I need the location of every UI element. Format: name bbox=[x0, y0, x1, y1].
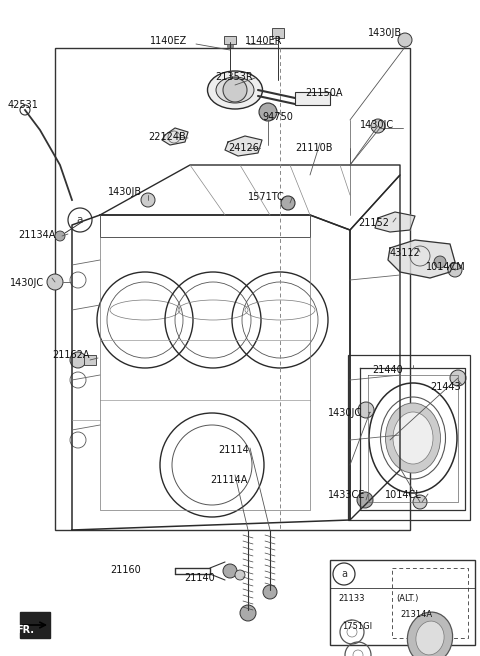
Circle shape bbox=[450, 370, 466, 386]
Text: a: a bbox=[341, 569, 347, 579]
Bar bbox=[348, 355, 470, 520]
Bar bbox=[55, 48, 410, 530]
Text: a: a bbox=[77, 215, 83, 225]
Text: 1430JC: 1430JC bbox=[328, 408, 362, 418]
Text: 21440: 21440 bbox=[372, 365, 403, 375]
Text: 21114A: 21114A bbox=[210, 475, 247, 485]
Ellipse shape bbox=[416, 621, 444, 655]
Circle shape bbox=[413, 495, 427, 509]
Circle shape bbox=[259, 103, 277, 121]
Text: 21443: 21443 bbox=[430, 382, 461, 392]
Text: 21162A: 21162A bbox=[52, 350, 89, 360]
Text: (ALT.): (ALT.) bbox=[396, 594, 419, 603]
Polygon shape bbox=[225, 136, 262, 156]
Circle shape bbox=[141, 193, 155, 207]
Text: 21160: 21160 bbox=[110, 565, 141, 575]
Circle shape bbox=[240, 605, 256, 621]
Text: 1571TC: 1571TC bbox=[248, 192, 285, 202]
Bar bbox=[224, 36, 236, 44]
Text: 1014CL: 1014CL bbox=[385, 490, 422, 500]
Ellipse shape bbox=[393, 412, 433, 464]
Text: FR.: FR. bbox=[16, 625, 34, 635]
Text: 1430JC: 1430JC bbox=[10, 278, 44, 288]
Text: 1430JC: 1430JC bbox=[360, 120, 394, 130]
Bar bbox=[84, 355, 96, 365]
Text: 1140ER: 1140ER bbox=[245, 36, 283, 46]
Text: 21134A: 21134A bbox=[18, 230, 55, 240]
Text: 1433CE: 1433CE bbox=[328, 490, 365, 500]
Text: 21314A: 21314A bbox=[400, 610, 432, 619]
Polygon shape bbox=[20, 612, 50, 638]
Circle shape bbox=[70, 352, 86, 368]
Bar bbox=[272, 28, 284, 38]
Text: 21152: 21152 bbox=[358, 218, 389, 228]
Text: 1751GI: 1751GI bbox=[342, 622, 372, 631]
Circle shape bbox=[448, 263, 462, 277]
Text: 1014CM: 1014CM bbox=[426, 262, 466, 272]
Circle shape bbox=[371, 119, 385, 133]
Text: 21133: 21133 bbox=[338, 594, 364, 603]
Polygon shape bbox=[375, 212, 415, 232]
Circle shape bbox=[358, 402, 374, 418]
Text: 22124B: 22124B bbox=[148, 132, 186, 142]
Bar bbox=[392, 568, 468, 638]
Text: 21353R: 21353R bbox=[215, 72, 253, 82]
Text: 1140EZ: 1140EZ bbox=[150, 36, 187, 46]
Text: 21140: 21140 bbox=[184, 573, 215, 583]
Circle shape bbox=[223, 78, 247, 102]
Ellipse shape bbox=[216, 77, 254, 103]
Polygon shape bbox=[388, 240, 455, 278]
Bar bbox=[295, 92, 330, 105]
Text: 21150A: 21150A bbox=[305, 88, 343, 98]
Ellipse shape bbox=[385, 403, 441, 473]
Circle shape bbox=[357, 492, 373, 508]
Circle shape bbox=[47, 274, 63, 290]
Text: 1430JB: 1430JB bbox=[368, 28, 402, 38]
Circle shape bbox=[398, 33, 412, 47]
Circle shape bbox=[55, 231, 65, 241]
Ellipse shape bbox=[207, 71, 263, 109]
Circle shape bbox=[263, 585, 277, 599]
Polygon shape bbox=[162, 128, 188, 145]
Text: 1430JB: 1430JB bbox=[108, 187, 142, 197]
Circle shape bbox=[235, 570, 245, 580]
Text: 21114: 21114 bbox=[218, 445, 249, 455]
Circle shape bbox=[434, 256, 446, 268]
Bar bbox=[227, 44, 233, 47]
Ellipse shape bbox=[408, 612, 453, 656]
Text: 43112: 43112 bbox=[390, 248, 421, 258]
Circle shape bbox=[223, 564, 237, 578]
Circle shape bbox=[281, 196, 295, 210]
Text: 21110B: 21110B bbox=[295, 143, 333, 153]
Bar bbox=[330, 560, 475, 645]
Text: 24126: 24126 bbox=[228, 143, 259, 153]
Text: 94750: 94750 bbox=[262, 112, 293, 122]
Text: 42531: 42531 bbox=[8, 100, 39, 110]
